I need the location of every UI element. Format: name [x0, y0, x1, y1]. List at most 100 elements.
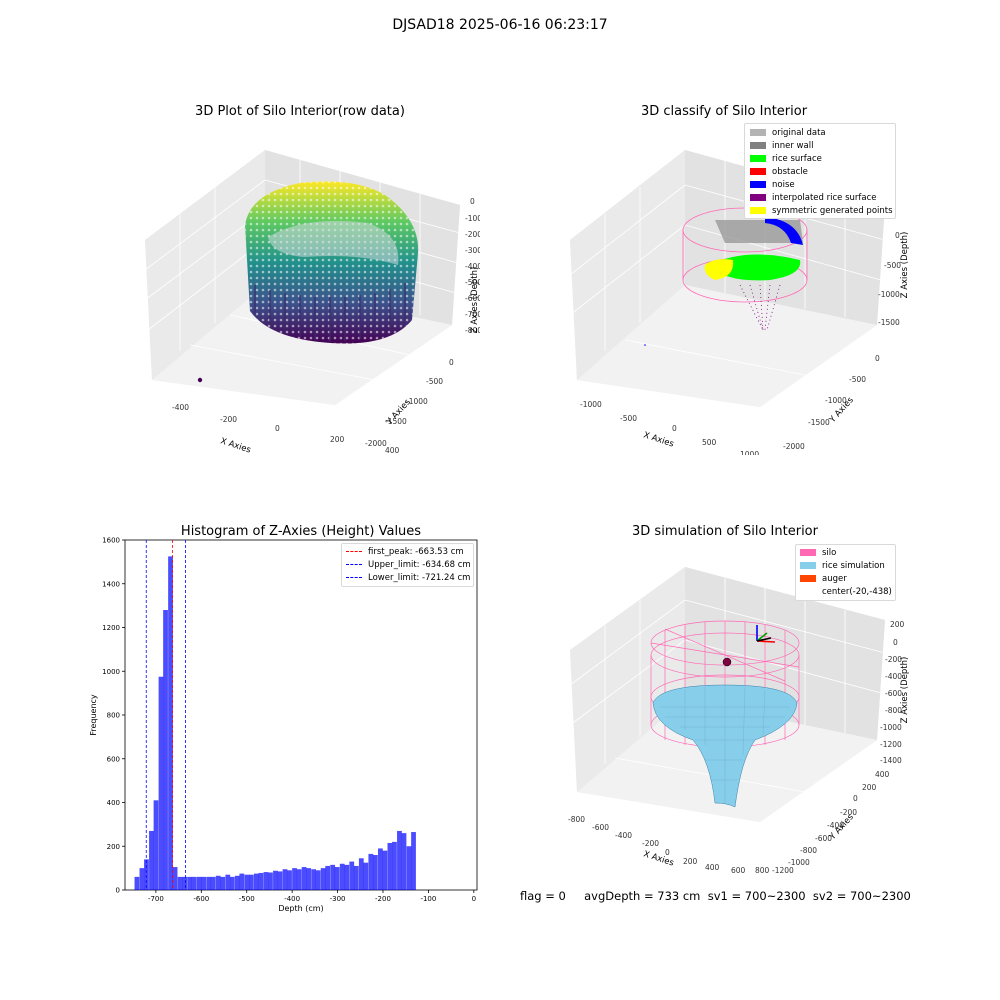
histogram-bar [401, 833, 407, 890]
z-tick: -600 [885, 689, 902, 698]
histogram-bar [372, 855, 378, 890]
x-tick: -800 [568, 815, 585, 824]
raw-3d-title: 3D Plot of Silo Interior(row data) [195, 104, 405, 119]
y-tick: -800 [800, 846, 817, 855]
legend-item: inner wall [750, 141, 813, 151]
legend-label: obstacle [772, 167, 808, 177]
histogram-bar [177, 876, 183, 890]
x-tick: 1000 [740, 450, 759, 455]
z-tick: -1400 [880, 756, 902, 765]
y-tick-label: 400 [107, 799, 120, 807]
y-tick-label: 1400 [102, 580, 120, 588]
x-tick: -1000 [580, 400, 602, 409]
z-axis-label: Z Axies (Depth) [470, 267, 480, 334]
legend-label: Lower_limit: -721.24 cm [368, 573, 471, 583]
histogram-bar [358, 858, 364, 890]
y-tick: -1200 [772, 866, 794, 875]
histogram-bar [392, 841, 397, 890]
histogram-bar [229, 876, 235, 890]
simulation-3d-rice-surface [652, 684, 798, 808]
histogram-bar [344, 864, 350, 890]
x-tick: 200 [330, 435, 345, 444]
raw-3d-plot: -400 -200 0 200 400 0 -500 -1000 -1500 -… [144, 150, 480, 455]
x-tick: -200 [220, 415, 237, 424]
z-tick: -200 [465, 230, 480, 239]
histogram-bar [191, 876, 197, 890]
histogram-bar [315, 870, 321, 890]
x-axis-label: X Axies [642, 849, 675, 868]
x-tick: -200 [642, 839, 659, 848]
x-tick: 200 [683, 857, 698, 866]
z-tick: -1000 [880, 723, 902, 732]
histogram-bar [292, 868, 297, 890]
legend-swatch [750, 181, 766, 188]
legend-label: Upper_limit: -634.68 cm [368, 560, 471, 570]
legend-label: noise [772, 180, 795, 190]
histogram-bar [382, 850, 388, 890]
y-axis-ticks: 0 200 400 600 800 1000 1200 1400 1600 [102, 537, 125, 895]
legend-swatch [750, 155, 766, 162]
histogram-bar [144, 859, 149, 890]
histogram-bar [296, 869, 302, 890]
x-tick-label: -300 [330, 895, 346, 903]
histogram-bar [139, 868, 145, 890]
auger-marker [722, 657, 732, 667]
histogram-bar [277, 871, 283, 890]
histogram-reference-lines [145, 540, 186, 890]
legend-line [346, 551, 362, 552]
y-tick: 0 [875, 354, 880, 363]
y-tick: 0 [449, 358, 454, 367]
histogram-bar [234, 875, 240, 890]
y-tick: -200 [840, 808, 857, 817]
legend-swatch [750, 168, 766, 175]
y-tick: -1000 [825, 396, 847, 405]
legend-item: symmetric generated points [750, 206, 893, 216]
x-tick: -500 [620, 414, 637, 423]
legend-swatch [800, 549, 816, 556]
histogram-bar [282, 869, 288, 890]
z-tick: -500 [465, 278, 480, 287]
y-tick-label: 1200 [102, 624, 120, 632]
x-axis-label: Depth (cm) [278, 904, 323, 913]
simulation-3d-title: 3D simulation of Silo Interior [632, 524, 818, 539]
legend-item: noise [750, 180, 795, 190]
z-tick: -500 [884, 261, 901, 270]
y-tick: -500 [849, 375, 866, 384]
histogram-bar [387, 842, 393, 890]
histogram-bar [363, 862, 369, 890]
histogram-title: Histogram of Z-Axies (Height) Values [180, 524, 422, 539]
x-tick-label: -200 [375, 895, 391, 903]
x-tick: 500 [702, 438, 717, 447]
histogram-bar [201, 876, 207, 890]
histogram-bar [325, 865, 331, 890]
histogram-bar [253, 873, 259, 890]
histogram-bar [268, 872, 273, 890]
y-tick: -600 [815, 834, 832, 843]
y-tick: -1000 [788, 858, 810, 867]
histogram-bar [220, 876, 226, 890]
histogram-bar [320, 868, 326, 890]
y-tick-label: 200 [107, 843, 120, 851]
histogram-bar [349, 861, 355, 890]
legend-label: first_peak: -663.53 cm [368, 547, 464, 557]
z-tick: -300 [465, 246, 480, 255]
y-axis-label: Frequency [89, 694, 98, 736]
histogram-bar [239, 873, 245, 890]
histogram-bar [334, 867, 340, 890]
histogram-bar [248, 874, 254, 890]
histogram-bar [377, 848, 383, 890]
legend-item: first_peak: -663.53 cm [346, 547, 464, 557]
x-tick: 600 [731, 866, 746, 875]
legend-label: rice surface [772, 154, 822, 164]
legend-item: interpolated rice surface [750, 193, 877, 203]
legend-item: center(-20,-438) [800, 587, 892, 597]
x-tick: 0 [665, 848, 670, 857]
y-tick: -2000 [365, 439, 387, 448]
histogram-legend: first_peak: -663.53 cm Upper_limit: -634… [341, 543, 474, 587]
histogram-bar [210, 876, 216, 890]
z-tick: -600 [465, 294, 480, 303]
x-tick: 400 [385, 446, 400, 455]
y-tick: -1500 [385, 417, 407, 426]
simulation-3d-axes-indicator [756, 625, 776, 643]
histogram-bar [206, 876, 212, 890]
